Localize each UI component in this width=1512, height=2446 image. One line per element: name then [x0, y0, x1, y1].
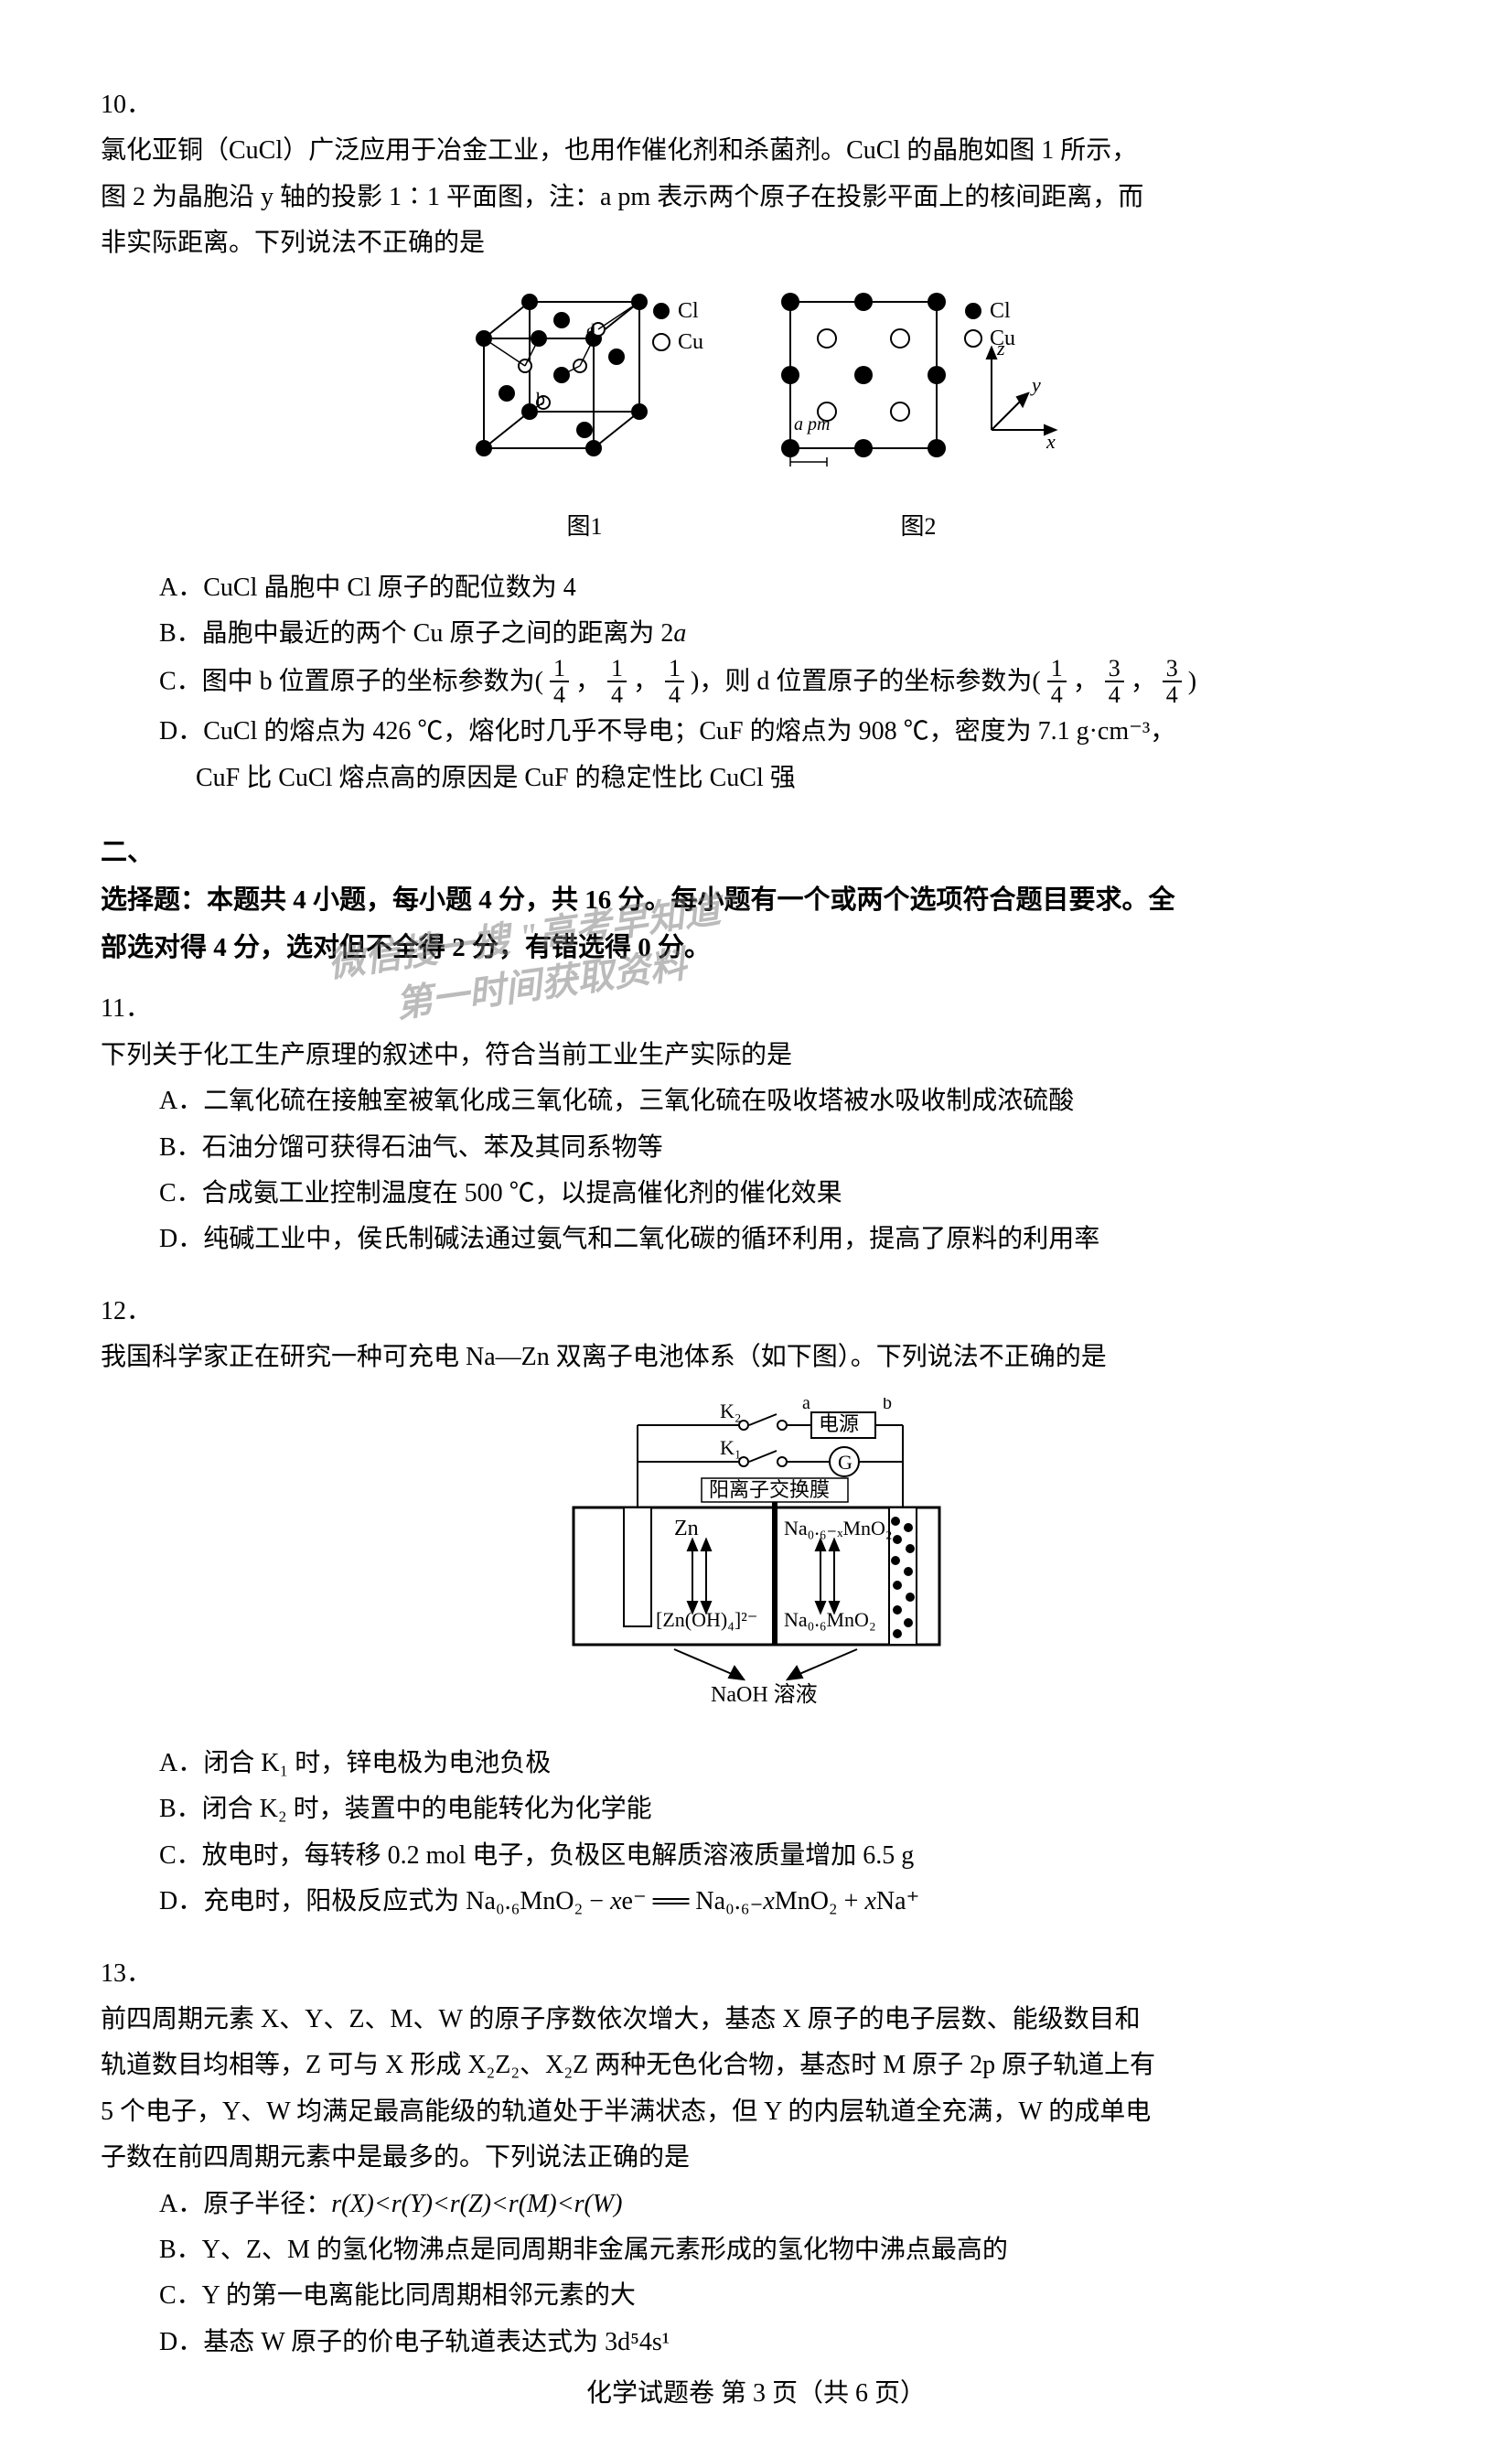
q13-option-a: A．原子半径：r(X)<r(Y)<r(Z)<r(M)<r(W) — [101, 2182, 1411, 2227]
q12-k2-label: K₂ — [720, 1400, 742, 1422]
q12-na06x-label: Na₀.₆₋ₓMnO₂ — [784, 1517, 893, 1539]
q13-option-c: C．Y 的第一电离能比同周期相邻元素的大 — [101, 2273, 1411, 2319]
q12-naoh-label: NaOH 溶液 — [711, 1682, 818, 1707]
q12-b-label: b — [883, 1398, 892, 1413]
q10-option-b: B．晶胞中最近的两个 Cu 原子之间的距离为 2a — [101, 611, 1411, 657]
q10-option-c: C．图中 b 位置原子的坐标参数为( 14 ， 14 ， 14 )，则 d 位置… — [101, 658, 1411, 710]
q11-stem: 下列关于化工生产原理的叙述中，符合当前工业生产实际的是 — [101, 1033, 1349, 1078]
q11-option-a: A．二氧化硫在接触室被氧化成三氧化硫，三氧化硫在吸收塔被水吸收制成浓硫酸 — [101, 1078, 1411, 1124]
q10-body: 氯化亚铜（CuCl）广泛应用于冶金工业，也用作催化剂和杀菌剂。CuCl 的晶胞如… — [101, 128, 1349, 266]
q10-number: 10． — [101, 82, 159, 128]
q10-stem-line2: 图 2 为晶胞沿 y 轴的投影 1∶1 平面图，注：a pm 表示两个原子在投影… — [101, 183, 1143, 211]
q12-number: 12． — [101, 1289, 159, 1335]
q13-number: 13． — [101, 1951, 159, 1997]
q12-option-b: B．闭合 K₂ 时，装置中的电能转化为化学能 — [101, 1786, 1411, 1832]
q10-fig1-caption: 图1 — [447, 506, 722, 549]
page-footer: 化学试题卷 第 3 页（共 6 页） — [0, 2373, 1512, 2409]
q10-option-d: D．CuCl 的熔点为 426 ℃，熔化时几乎不导电；CuF 的熔点为 908 … — [101, 709, 1411, 801]
q12-option-d: D．充电时，阳极反应式为 Na₀.₆MnO₂ − xe⁻ ══ Na₀.₆₋xM… — [101, 1879, 1411, 1925]
q12-k1-label: K₁ — [720, 1436, 742, 1459]
q11-option-b: B．石油分馏可获得石油气、苯及其同系物等 — [101, 1125, 1411, 1171]
q11-option-c: C．合成氨工业控制温度在 500 ℃，以提高催化剂的催化效果 — [101, 1171, 1411, 1217]
q10-stem-line1: 氯化亚铜（CuCl）广泛应用于冶金工业，也用作催化剂和杀菌剂。CuCl 的晶胞如… — [101, 136, 1137, 165]
question-11: 11． 下列关于化工生产原理的叙述中，符合当前工业生产实际的是 A．二氧化硫在接… — [101, 986, 1411, 1262]
q10-legend-cu-2: Cu — [990, 327, 1015, 350]
q12-option-a: A．闭合 K₁ 时，锌电极为电池负极 — [101, 1741, 1411, 1786]
q10-stem-line3: 非实际距离。下列说法不正确的是 — [101, 229, 485, 257]
q12-na06-label: Na₀.₆MnO₂ — [784, 1608, 876, 1631]
q12-option-c: C．放电时，每转移 0.2 mol 电子，负极区电解质溶液质量增加 6.5 g — [101, 1833, 1411, 1879]
q13-option-b: B．Y、Z、M 的氢化物沸点是同周期非金属元素形成的氢化物中沸点最高的 — [101, 2227, 1411, 2273]
q10-figures: b d Cl Cu 图1 — [101, 284, 1411, 549]
q10-fig1-b-label: b — [536, 390, 545, 410]
q12-stem: 我国科学家正在研究一种可充电 Na—Zn 双离子电池体系（如下图）。下列说法不正… — [101, 1335, 1349, 1380]
section-2-label: 二、 — [101, 829, 159, 876]
q10-legend-cu-1: Cu — [678, 330, 703, 354]
q12-zn-label: Zn — [674, 1517, 699, 1540]
q11-number: 11． — [101, 986, 159, 1032]
q12-a-label: a — [802, 1398, 810, 1413]
page: 10． 氯化亚铜（CuCl）广泛应用于冶金工业，也用作催化剂和杀菌剂。CuCl … — [0, 0, 1512, 2446]
q10-figure-1: b d Cl Cu 图1 — [447, 284, 722, 549]
q13-option-d: D．基态 W 原子的价电子轨道表达式为 3d⁵4s¹ — [101, 2320, 1411, 2366]
q10-axis-x: x — [1046, 430, 1056, 453]
question-12: 12． 我国科学家正在研究一种可充电 Na—Zn 双离子电池体系（如下图）。下列… — [101, 1289, 1411, 1926]
question-10: 10． 氯化亚铜（CuCl）广泛应用于冶金工业，也用作催化剂和杀菌剂。CuCl … — [101, 82, 1411, 801]
section-2-header: 二、 选择题：本题共 4 小题，每小题 4 分，共 16 分。每小题有一个或两个… — [101, 829, 1411, 972]
q10-fig2-caption: 图2 — [772, 506, 1065, 549]
q10-legend-cl-2: Cl — [990, 299, 1011, 323]
q10-figure-2: a pm z y x Cl — [772, 284, 1065, 549]
q12-figure: K₂ a b 电源 K₁ G 阳离子交换膜 — [101, 1398, 1411, 1724]
q11-option-d: D．纯碱工业中，侯氏制碱法通过氨气和二氧化碳的循环利用，提高了原料的利用率 — [101, 1217, 1411, 1262]
q10-legend-cl-1: Cl — [678, 299, 699, 323]
q12-dianyuan-label: 电源 — [819, 1412, 859, 1435]
q10-option-a: A．CuCl 晶胞中 Cl 原子的配位数为 4 — [101, 565, 1411, 611]
q10-apm-label: a pm — [794, 414, 830, 434]
q12-yangli-label: 阳离子交换膜 — [709, 1478, 830, 1501]
q13-body: 前四周期元素 X、Y、Z、M、W 的原子序数依次增大，基态 X 原子的电子层数、… — [101, 1997, 1349, 2182]
q10-fig1-d-label: d — [586, 321, 595, 341]
q12-g-label: G — [838, 1451, 853, 1474]
q10-axis-y: y — [1030, 373, 1041, 396]
question-13: 13． 前四周期元素 X、Y、Z、M、W 的原子序数依次增大，基态 X 原子的电… — [101, 1951, 1411, 2366]
